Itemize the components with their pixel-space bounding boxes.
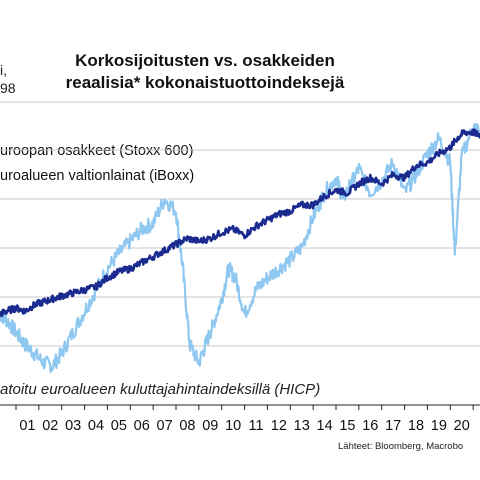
chart-title-line-2: reaalisia* kokonaistuottoindeksejä <box>65 73 345 92</box>
y-axis-label-line-1: i, <box>0 62 7 78</box>
x-tick-label: 13 <box>294 418 310 434</box>
footnote: atoitu euroalueen kuluttajahintaindeksil… <box>0 381 321 398</box>
x-tick-label: 16 <box>362 418 378 434</box>
x-tick-label: 08 <box>179 418 195 434</box>
legend-entry-iboxx: uroalueen valtionlainat (iBoxx) <box>0 168 195 184</box>
chart-title-line-1: Korkosijoitusten vs. osakkeiden <box>75 51 335 70</box>
x-tick-label: 04 <box>88 418 104 434</box>
series-line-iboxx <box>0 122 480 374</box>
x-tick-label: 03 <box>65 418 81 434</box>
source-note: Lähteet: Bloomberg, Macrobo <box>338 441 464 452</box>
x-tick-label: 14 <box>317 418 333 434</box>
x-tick-label: 06 <box>134 418 150 434</box>
x-tick-label: 09 <box>202 418 218 434</box>
x-tick-label: 17 <box>385 418 401 434</box>
chart-title: Korkosijoitusten vs. osakkeiden reaalisi… <box>0 50 410 94</box>
x-tick-label: 15 <box>339 418 355 434</box>
x-tick-label: 12 <box>271 418 287 434</box>
series-line-stoxx600 <box>0 128 480 318</box>
x-tick-label: 19 <box>431 418 447 434</box>
x-tick-label: 11 <box>248 418 263 434</box>
legend-entry-stoxx600: uroopan osakkeet (Stoxx 600) <box>0 143 194 159</box>
x-tick-label: 20 <box>454 418 470 434</box>
x-tick-label: 18 <box>408 418 424 434</box>
x-tick-label: 01 <box>19 418 35 434</box>
x-tick-label: 02 <box>42 418 58 434</box>
x-tick-label: 07 <box>157 418 173 434</box>
x-tick-label: 10 <box>225 418 241 434</box>
y-axis-label-line-2: 98 <box>0 80 16 96</box>
x-tick-label: 05 <box>111 418 127 434</box>
